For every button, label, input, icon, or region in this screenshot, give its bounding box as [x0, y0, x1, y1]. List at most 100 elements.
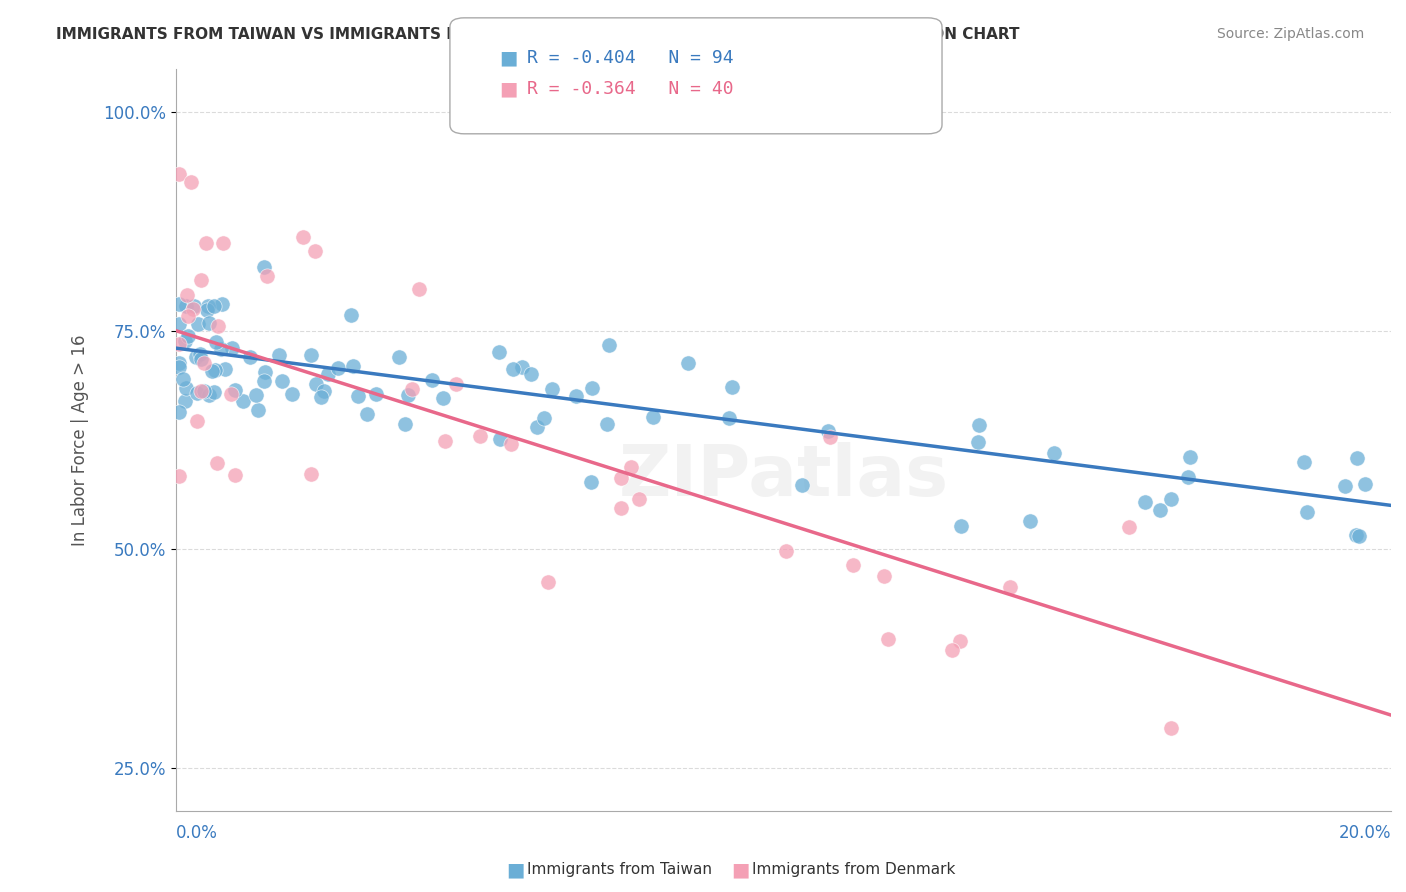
Point	[309, 390, 332, 404]
Point	[186, 415, 208, 429]
Point	[202, 300, 225, 314]
Point	[224, 468, 246, 483]
Point	[221, 341, 243, 355]
Point	[167, 168, 190, 182]
Point	[167, 469, 190, 483]
Point	[340, 308, 363, 322]
Point	[1294, 455, 1316, 469]
Point	[564, 389, 586, 403]
Point	[1160, 491, 1182, 506]
Text: ■: ■	[506, 860, 524, 880]
Point	[718, 411, 741, 425]
Point	[676, 356, 699, 370]
Point	[433, 434, 456, 449]
Point	[167, 337, 190, 351]
Point	[292, 230, 315, 244]
Point	[190, 351, 212, 366]
Point	[401, 382, 423, 396]
Point	[232, 394, 254, 409]
Text: Immigrants from Denmark: Immigrants from Denmark	[752, 863, 956, 877]
Point	[318, 367, 340, 381]
Point	[841, 558, 863, 572]
Point	[581, 381, 603, 395]
Point	[211, 236, 233, 251]
Point	[193, 384, 215, 398]
Point	[183, 299, 205, 313]
Point	[176, 287, 198, 301]
Point	[817, 424, 839, 438]
Point	[205, 335, 228, 350]
Point	[1344, 528, 1367, 542]
Point	[167, 405, 190, 419]
Point	[305, 376, 328, 391]
Point	[998, 580, 1021, 594]
Point	[643, 410, 665, 425]
Point	[197, 299, 219, 313]
Point	[209, 343, 232, 357]
Point	[167, 359, 190, 374]
Point	[246, 403, 269, 417]
Point	[877, 632, 900, 647]
Point	[299, 348, 322, 362]
Text: 20.0%: 20.0%	[1339, 824, 1391, 842]
Point	[1346, 450, 1368, 465]
Point	[173, 334, 195, 348]
Point	[238, 350, 260, 364]
Point	[184, 350, 207, 364]
Point	[396, 388, 419, 402]
Point	[1019, 514, 1042, 528]
Point	[187, 318, 209, 332]
Point	[256, 268, 278, 283]
Point	[270, 374, 292, 388]
Point	[949, 634, 972, 648]
Point	[167, 317, 190, 331]
Point	[540, 382, 562, 396]
Point	[792, 478, 814, 492]
Point	[356, 407, 378, 421]
Point	[488, 432, 510, 446]
Point	[1180, 450, 1202, 464]
Text: Source: ZipAtlas.com: Source: ZipAtlas.com	[1216, 27, 1364, 41]
Point	[873, 568, 896, 582]
Point	[253, 260, 276, 274]
Point	[245, 388, 267, 402]
Point	[1354, 476, 1376, 491]
Point	[342, 359, 364, 373]
Point	[1334, 479, 1357, 493]
Point	[174, 299, 197, 313]
Point	[628, 491, 651, 506]
Point	[510, 360, 533, 375]
Point	[167, 356, 190, 370]
Point	[775, 543, 797, 558]
Point	[167, 297, 190, 311]
Point	[818, 430, 841, 444]
Point	[432, 391, 454, 405]
Point	[609, 471, 631, 485]
Point	[190, 273, 212, 287]
Point	[299, 467, 322, 481]
Point	[281, 386, 304, 401]
Point	[304, 244, 326, 259]
Point	[224, 383, 246, 397]
Point	[1118, 520, 1140, 534]
Point	[211, 297, 233, 311]
Point	[176, 381, 198, 395]
Point	[186, 385, 208, 400]
Point	[190, 384, 212, 399]
Point	[519, 367, 541, 381]
Point	[388, 350, 411, 364]
Text: 0.0%: 0.0%	[176, 824, 218, 842]
Point	[721, 380, 744, 394]
Point	[195, 236, 218, 251]
Text: R = -0.404   N = 94: R = -0.404 N = 94	[527, 49, 734, 67]
Point	[949, 518, 972, 533]
Text: ZIPatlas: ZIPatlas	[619, 442, 949, 511]
Point	[202, 385, 225, 400]
Point	[195, 303, 218, 318]
Point	[183, 302, 205, 317]
Point	[201, 364, 224, 378]
Point	[173, 393, 195, 408]
Point	[347, 389, 370, 403]
Point	[537, 574, 560, 589]
Point	[172, 372, 194, 386]
